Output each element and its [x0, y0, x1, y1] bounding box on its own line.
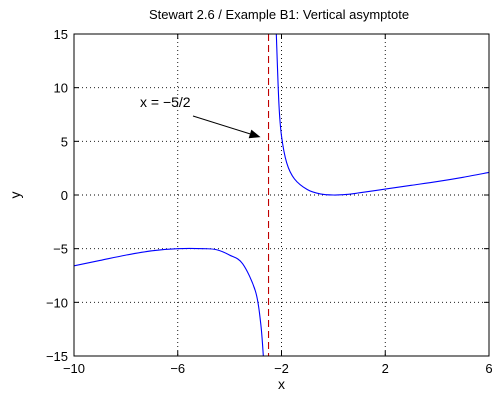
x-tick-label: 2 [382, 361, 389, 376]
annotation-arrow-head [248, 129, 261, 139]
x-axis-label: x [278, 376, 285, 392]
x-tick-label: −6 [170, 361, 185, 376]
y-tick-label: −5 [53, 242, 68, 257]
asymptote-annotation-label: x = −5/2 [140, 94, 191, 110]
annotation-arrow-line [192, 115, 251, 135]
annotation: x = −5/2 [140, 94, 261, 139]
y-tick-label: 5 [61, 134, 68, 149]
chart-title: Stewart 2.6 / Example B1: Vertical asymp… [149, 7, 409, 22]
x-tick-label: −2 [274, 361, 289, 376]
y-tick-label: −15 [46, 349, 68, 364]
y-axis-label: y [7, 192, 23, 199]
curve-branch [275, 34, 489, 196]
y-tick-label: 10 [54, 81, 68, 96]
y-tick-label: 15 [54, 27, 68, 42]
x-tick-label: −10 [63, 361, 85, 376]
curves [74, 34, 489, 356]
curve-branch [74, 247, 264, 356]
y-tick-label: 0 [61, 188, 68, 203]
x-tick-label: 6 [485, 361, 492, 376]
grid [74, 34, 489, 356]
y-tick-label: −10 [46, 295, 68, 310]
